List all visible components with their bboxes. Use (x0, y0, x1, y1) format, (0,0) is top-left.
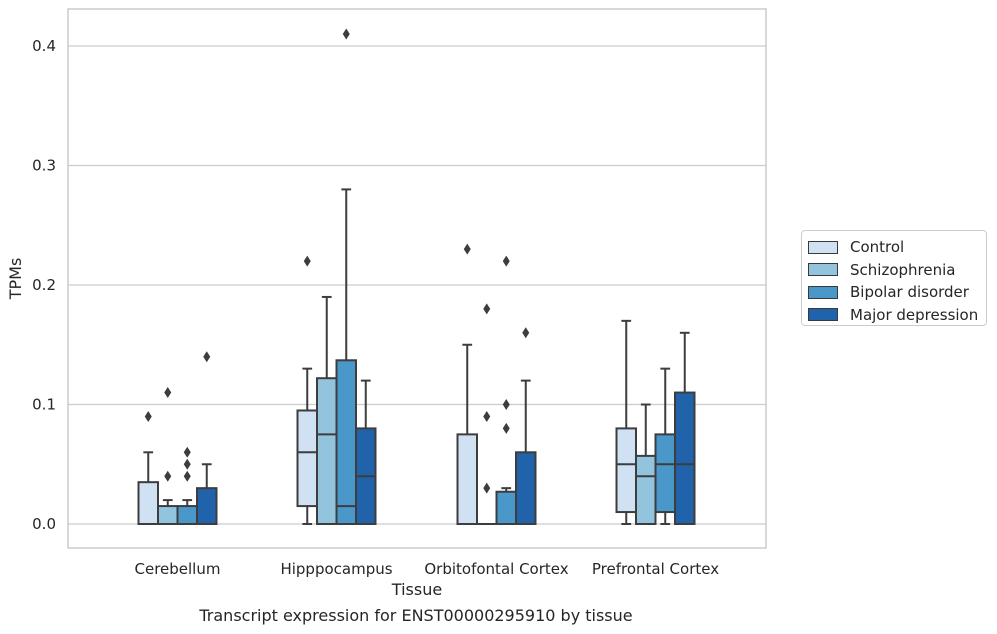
outlier-point (502, 399, 510, 410)
box (495, 490, 517, 525)
outlier-point (483, 303, 491, 315)
box-plot-chart: 0.0 0.1 0.2 0.3 0.4 Cerebellum Hipppocampus Orb… (6, 8, 767, 599)
outlier-point (502, 255, 510, 267)
box (335, 359, 357, 525)
box (615, 427, 637, 514)
outlier-point (183, 446, 191, 458)
x-tick-label: Prefrontal Cortex (592, 560, 719, 578)
outlier-point (303, 255, 311, 267)
outlier-point (183, 470, 191, 482)
y-axis-label: TPMs (6, 258, 25, 301)
outlier-point (483, 410, 491, 422)
legend-item-schizophrenia: Schizophrenia (808, 259, 986, 282)
legend-swatch-schizophrenia (808, 263, 838, 277)
box (196, 487, 218, 525)
x-tick-label: Orbitofontal Cortex (424, 560, 568, 578)
outlier-point (164, 387, 172, 399)
y-tick-label: 0.2 (32, 276, 56, 294)
box (654, 433, 676, 514)
y-tick-label: 0.0 (32, 515, 56, 533)
outlier-point (203, 351, 211, 363)
box (176, 505, 198, 526)
legend-item-control: Control (808, 236, 986, 259)
y-tick-label: 0.4 (32, 37, 56, 55)
box (137, 481, 159, 525)
plot-frame (67, 8, 767, 549)
outlier-point (164, 470, 172, 482)
legend-label: Control (850, 238, 905, 257)
box (456, 433, 478, 525)
legend-swatch-major-depression (808, 308, 838, 322)
outlier-point (502, 422, 510, 434)
box (515, 451, 537, 525)
box (635, 454, 657, 526)
legend-swatch-control (808, 240, 838, 254)
outlier-point (183, 458, 191, 470)
box (296, 409, 318, 508)
outlier-point (522, 327, 530, 339)
legend-swatch-bipolar-disorder (808, 285, 838, 299)
legend-label: Schizophrenia (850, 260, 956, 279)
outlier-point (342, 28, 350, 40)
legend-item-bipolar-disorder: Bipolar disorder (808, 281, 986, 304)
y-tick-label: 0.1 (32, 396, 56, 414)
outlier-point (483, 482, 491, 494)
x-tick-label: Cerebellum (135, 560, 221, 578)
y-tick-label: 0.3 (32, 157, 56, 175)
box (157, 505, 179, 526)
legend-item-major-depression: Major depression (808, 304, 986, 327)
chart-caption: Transcript expression for ENST0000029591… (199, 606, 633, 625)
legend-label: Bipolar disorder (850, 283, 969, 302)
x-tick-label: Hipppocampus (280, 560, 392, 578)
box (674, 391, 696, 525)
outlier-point (144, 410, 152, 422)
outlier-point (463, 243, 471, 255)
legend: Control Schizophrenia Bipolar disorder M… (801, 230, 987, 326)
x-axis-label: Tissue (391, 580, 442, 599)
legend-label: Major depression (850, 305, 979, 324)
box (316, 377, 338, 525)
